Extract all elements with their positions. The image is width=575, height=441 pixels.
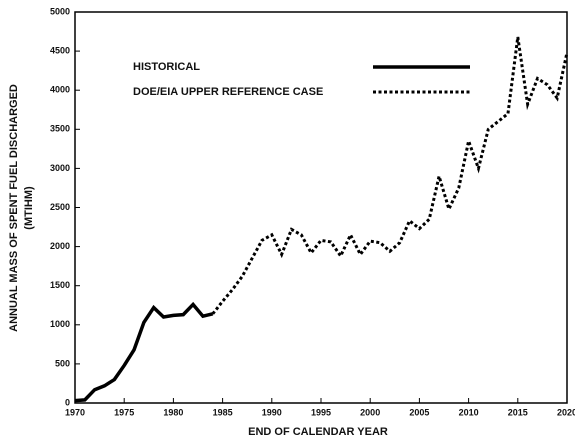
x-tick-label: 2000 — [360, 407, 380, 417]
legend-label: HISTORICAL — [133, 61, 200, 73]
y-tick-label: 2000 — [50, 241, 70, 251]
x-tick-label: 2010 — [459, 407, 479, 417]
y-tick-label: 4500 — [50, 45, 70, 55]
legend-label: DOE/EIA UPPER REFERENCE CASE — [133, 86, 323, 98]
y-tick-label: 2500 — [50, 202, 70, 212]
x-tick-label: 1990 — [262, 407, 282, 417]
y-axis-label: (MTIHM) — [23, 186, 35, 230]
y-tick-label: 3500 — [50, 124, 70, 134]
y-tick-label: 0 — [65, 397, 70, 407]
y-tick-label: 4000 — [50, 85, 70, 95]
y-axis-label: ANNUAL MASS OF SPENT FUEL DISCHARGED — [8, 84, 20, 332]
x-tick-label: 2015 — [508, 407, 528, 417]
series-line — [211, 36, 569, 315]
x-tick-label: 1980 — [163, 407, 183, 417]
x-tick-label: 1985 — [213, 407, 233, 417]
y-tick-label: 5000 — [50, 6, 70, 16]
x-tick-label: 2005 — [409, 407, 429, 417]
x-tick-label: 2020 — [557, 407, 575, 417]
x-tick-label: 1970 — [65, 407, 85, 417]
y-tick-label: 1500 — [50, 280, 70, 290]
x-axis-label: END OF CALENDAR YEAR — [248, 426, 388, 438]
y-tick-label: 1000 — [50, 319, 70, 329]
x-tick-label: 1975 — [114, 407, 134, 417]
series-line — [74, 301, 214, 403]
x-tick-label: 1995 — [311, 407, 331, 417]
y-tick-label: 500 — [55, 358, 70, 368]
y-tick-label: 3000 — [50, 163, 70, 173]
